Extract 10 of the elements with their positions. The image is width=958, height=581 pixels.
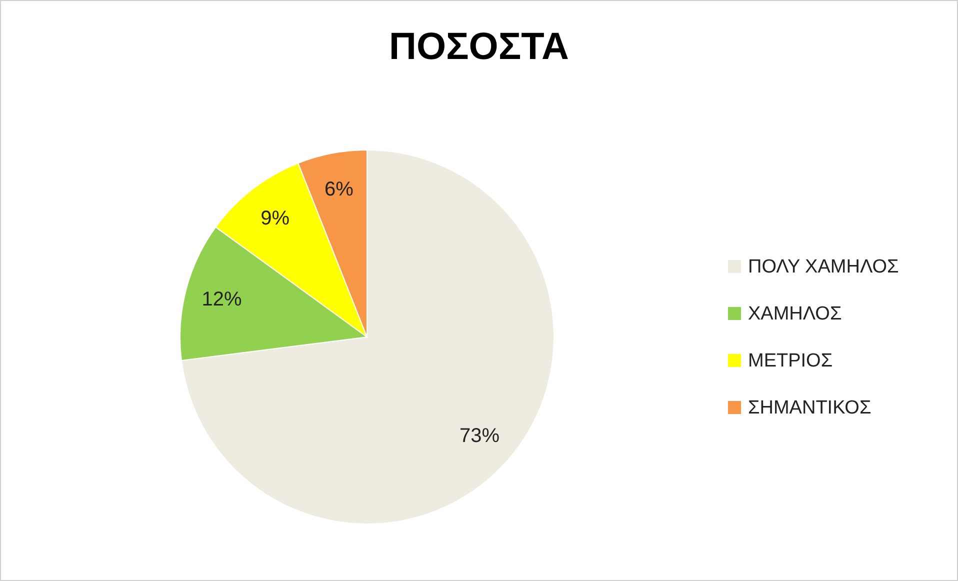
data-label: 6% [324,178,354,201]
data-label: 12% [202,288,242,311]
pie-slice [180,150,554,524]
data-label: 73% [460,425,500,448]
chart-title: ΠΟΣΟΣΤΑ [389,26,569,68]
legend-label: ΠΟΛΥ ΧΑΜΗΛΟΣ [748,256,899,278]
data-label: 9% [260,207,290,230]
legend-label: ΜΕΤΡΙΟΣ [748,350,833,372]
legend-label: ΧΑΜΗΛΟΣ [748,304,842,324]
legend-label: ΣΗΜΑΝΤΙΚΟΣ [748,398,872,418]
